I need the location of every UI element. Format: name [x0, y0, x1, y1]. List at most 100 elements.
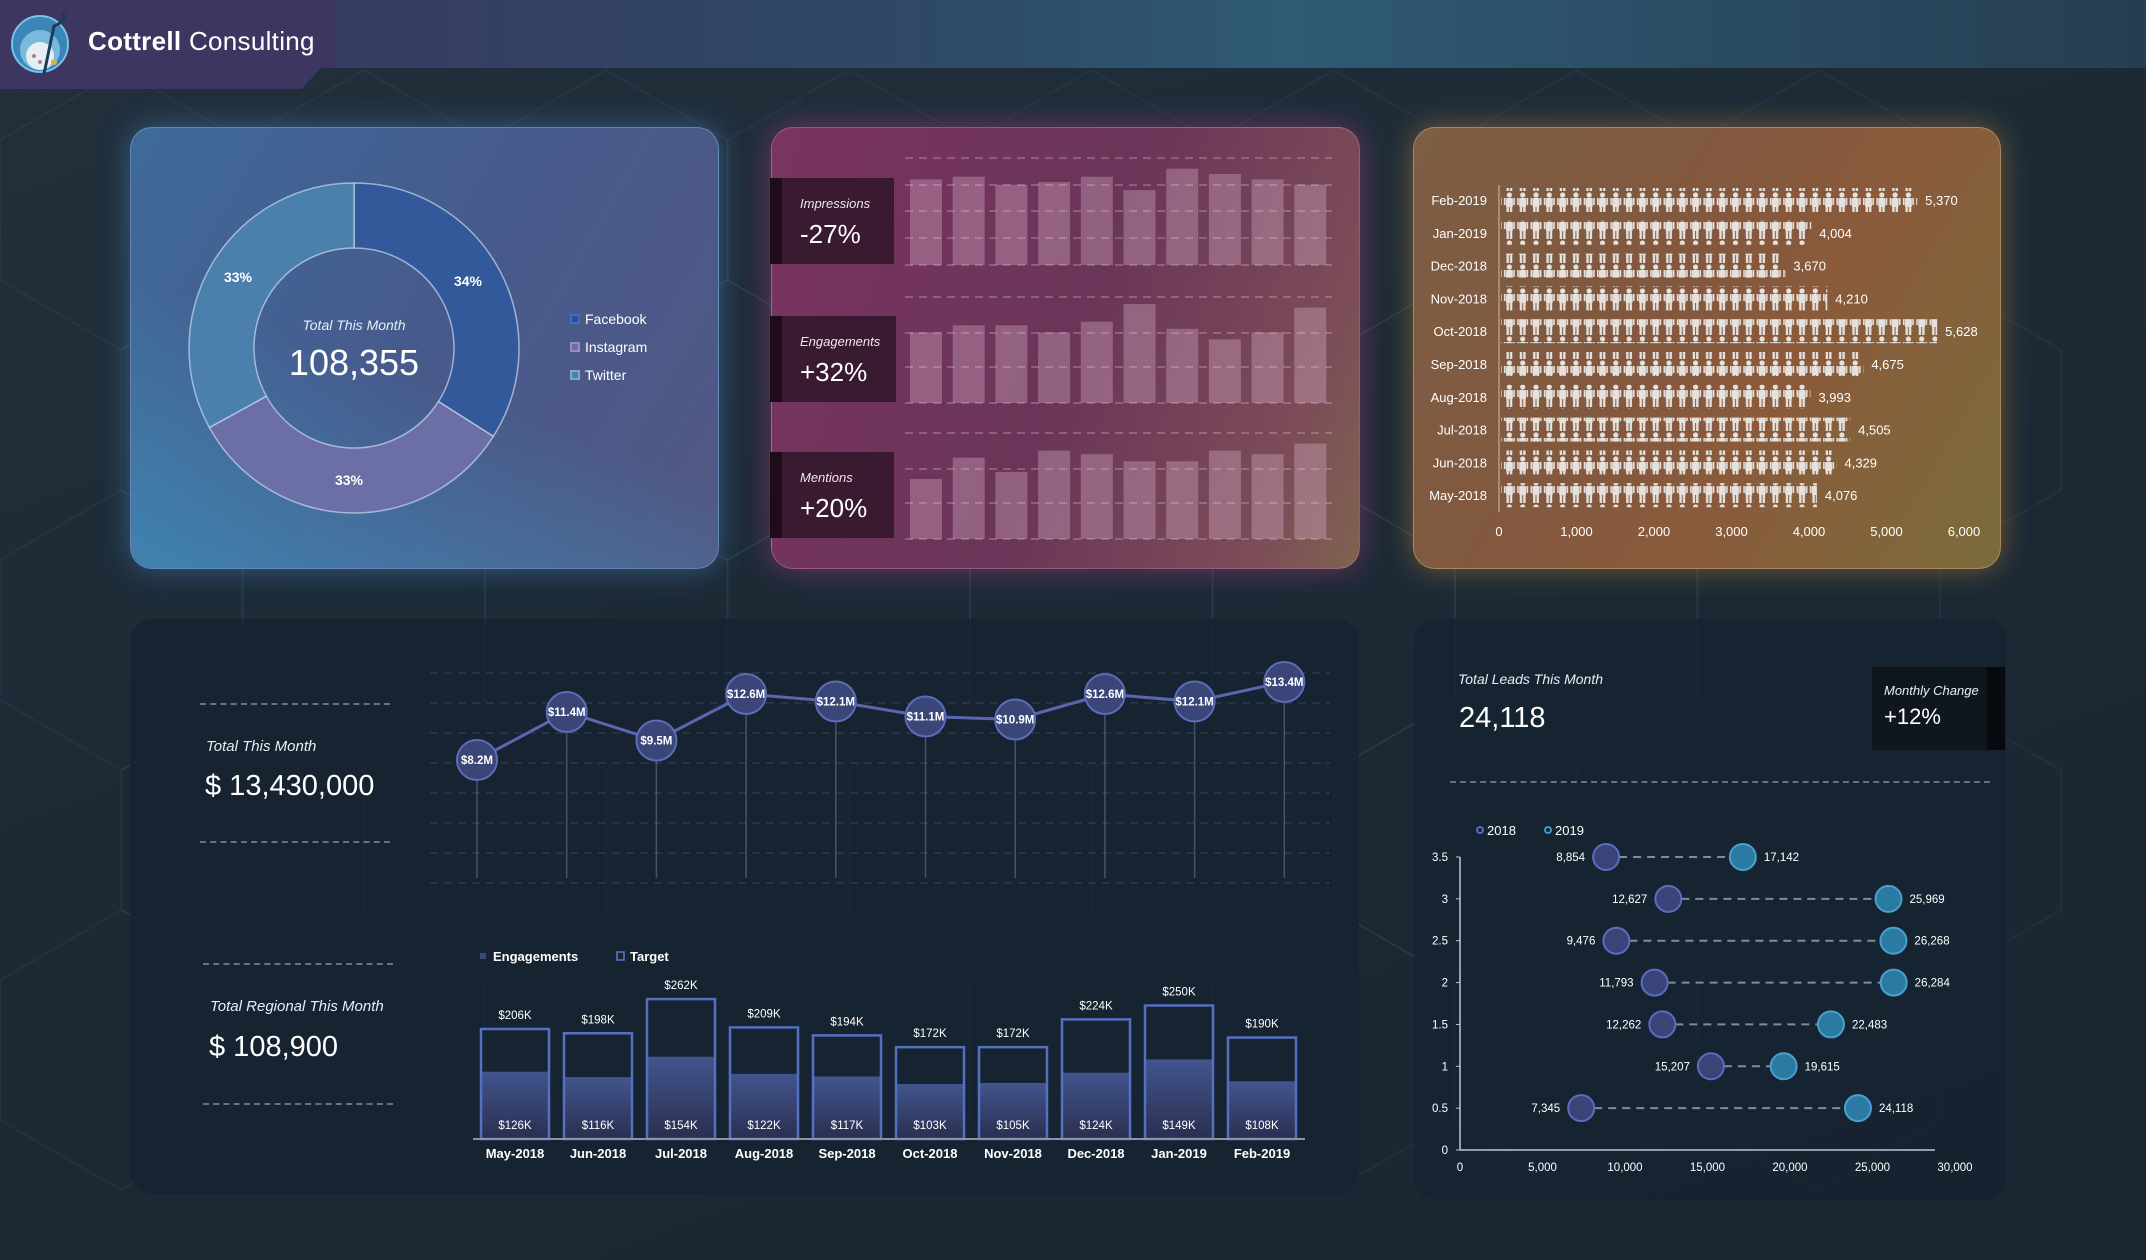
- revenue-point-label: $13.4M: [1265, 677, 1303, 689]
- facebook-swatch-icon: [570, 314, 580, 324]
- engagement-label: $117K: [831, 1120, 864, 1132]
- x-tick-label: 3,000: [1715, 524, 1748, 539]
- revenue-total-value: $ 13,430,000: [205, 770, 375, 802]
- target-label: $198K: [581, 1014, 615, 1026]
- donut-slice-twitter: [188, 182, 355, 429]
- x-tick-label: 20,000: [1772, 1162, 1807, 1174]
- metric-chart-mentions: [905, 432, 1332, 540]
- pictograph-bar: [1501, 188, 1918, 212]
- label-2019: 25,969: [1909, 894, 1944, 906]
- donut-slice-facebook: [353, 182, 520, 438]
- engagement-label: $108K: [1245, 1120, 1279, 1132]
- pictograph-bar: [1501, 286, 1828, 311]
- month-label: May-2018: [1429, 488, 1487, 503]
- metric-bar: [1251, 179, 1284, 265]
- label-2018: 9,476: [1567, 936, 1596, 948]
- x-tick-label: 0: [1457, 1162, 1463, 1174]
- engagement-label: $105K: [996, 1120, 1030, 1132]
- revenue-point: [635, 719, 678, 762]
- point-2018: [1654, 884, 1683, 913]
- point-2018: [1640, 968, 1669, 997]
- metric-bar: [1208, 450, 1241, 539]
- pictograph-bar: [1501, 384, 1811, 409]
- metric-bar: [1208, 339, 1241, 403]
- month-label: Dec-2018: [1431, 259, 1487, 274]
- bar-legend: Engagements Target: [480, 949, 669, 964]
- month-label: Sep-2018: [1431, 357, 1487, 372]
- engagement-label: $154K: [664, 1120, 698, 1132]
- metric-bar: [995, 471, 1028, 539]
- label-2018: 12,262: [1606, 1019, 1641, 1031]
- header-bar: [0, 0, 2146, 68]
- x-tick-label: 5,000: [1528, 1162, 1557, 1174]
- metric-chart-engagements: [905, 296, 1332, 404]
- value-label: 4,675: [1871, 357, 1904, 372]
- regional-total-label: Total Regional This Month: [210, 998, 384, 1015]
- engagement-bar: [564, 1077, 632, 1139]
- value-label: 5,370: [1925, 193, 1958, 208]
- point-2019: [1816, 1010, 1845, 1039]
- category-label: Oct-2018: [903, 1146, 958, 1161]
- engagement-label: $116K: [582, 1120, 615, 1132]
- y-tick-label: 2.5: [1432, 936, 1448, 948]
- metric-bar: [1080, 454, 1113, 539]
- leads-dumbbell-chart: 0 0.5 1 1.5 2 2.5 3 3.5 0 5,000 10,000 15,000 20,000…: [1432, 823, 1973, 1174]
- donut-slice-instagram: [208, 395, 495, 514]
- kpi-label: Engagements: [800, 334, 881, 349]
- month-label: Nov-2018: [1431, 291, 1487, 306]
- kpi-value: +32%: [800, 357, 868, 387]
- pictograph-bar: [1501, 220, 1812, 245]
- legend-label: Engagements: [493, 949, 578, 964]
- kpi-mentions: Mentions +20%: [770, 452, 894, 538]
- category-label: Jan-2019: [1151, 1146, 1207, 1161]
- revenue-point: [814, 680, 857, 723]
- divider: [1450, 781, 1990, 783]
- label-2019: 17,142: [1764, 852, 1799, 864]
- pictograph-bar: [1501, 319, 1938, 344]
- engagement-bar: [647, 1056, 715, 1139]
- y-tick-label: 3.5: [1432, 852, 1448, 864]
- pictograph-bar: [1501, 483, 1817, 508]
- metric-bar: [910, 179, 942, 265]
- engagement-label: $149K: [1162, 1120, 1196, 1132]
- month-label: Aug-2018: [1431, 390, 1487, 405]
- value-label: 4,210: [1835, 291, 1868, 306]
- x-tick-label: 10,000: [1607, 1162, 1642, 1174]
- engagement-label: $126K: [498, 1120, 532, 1132]
- monthly-change-label: Monthly Change: [1884, 683, 1979, 698]
- engagement-label: $103K: [913, 1120, 947, 1132]
- target-label: $194K: [830, 1016, 864, 1028]
- point-2019: [1879, 926, 1908, 955]
- point-2019: [1843, 1094, 1872, 1123]
- logo-icon: [11, 10, 69, 75]
- x-tick-label: 4,000: [1793, 524, 1826, 539]
- y-tick-label: 3: [1442, 894, 1448, 906]
- donut-center-label: Total This Month: [302, 317, 406, 333]
- value-label: 4,505: [1858, 423, 1891, 438]
- y-tick-label: 0.5: [1432, 1103, 1448, 1115]
- x-tick-label: 1,000: [1560, 524, 1593, 539]
- donut-slice-label: 33%: [335, 472, 364, 488]
- divider: [200, 841, 390, 843]
- metric-bar: [1123, 304, 1156, 403]
- engagement-label: $124K: [1079, 1120, 1113, 1132]
- metric-bar: [1251, 454, 1284, 539]
- category-label: Sep-2018: [818, 1146, 875, 1161]
- label-2018: 11,793: [1599, 978, 1633, 990]
- brand-bold: Cottrell: [88, 26, 182, 56]
- metric-bar: [910, 478, 942, 539]
- point-2018: [1602, 926, 1631, 955]
- metric-bar: [1038, 450, 1071, 539]
- point-2019: [1769, 1052, 1798, 1081]
- point-2019: [1874, 884, 1903, 913]
- engagement-bar: [1145, 1059, 1213, 1139]
- metric-bar: [1038, 332, 1071, 403]
- revenue-point-label: $12.1M: [1175, 697, 1213, 709]
- metric-bar: [910, 332, 942, 403]
- legend-2019-icon: [1544, 826, 1552, 834]
- legend-instagram: Instagram: [570, 339, 647, 355]
- engagement-bar: [1228, 1081, 1296, 1139]
- engagement-bar: [1062, 1072, 1130, 1139]
- donut-slice-label: 34%: [454, 273, 483, 289]
- divider: [200, 703, 390, 705]
